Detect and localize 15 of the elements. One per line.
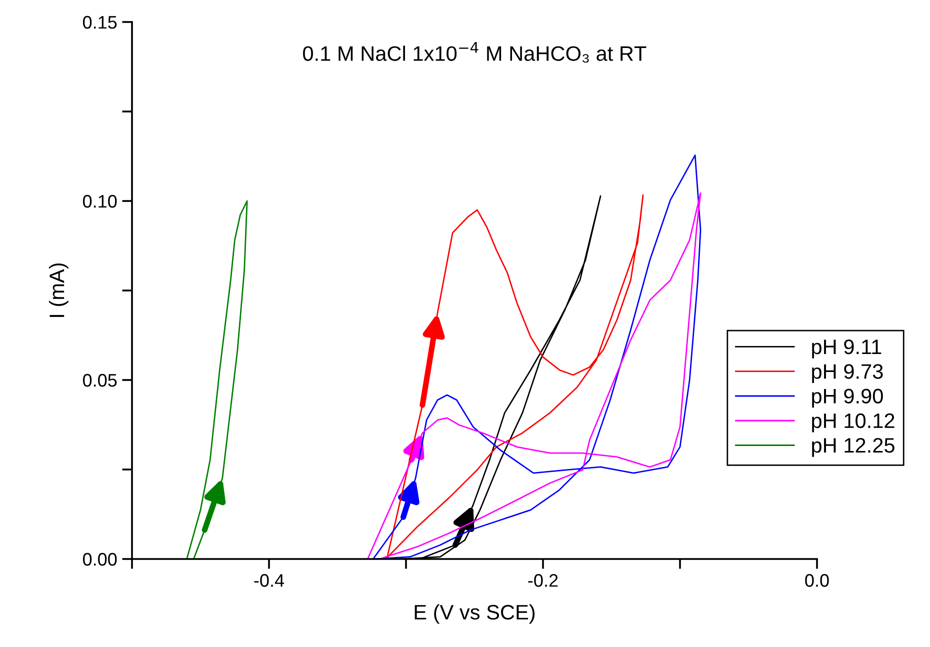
- legend-label: pH 9.11: [812, 339, 882, 358]
- y-tick-label: 0.10: [82, 194, 117, 208]
- x-tick-label: -0.4: [254, 574, 284, 587]
- legend-label: pH 9.73: [812, 364, 883, 383]
- x-tick-label: -0.2: [528, 574, 558, 587]
- x-tick-label: 0.0: [805, 574, 829, 587]
- legend-label: pH 9.90: [812, 388, 883, 408]
- text: 0.1 M NaCl 1x10$^{−4}$ M NaHCO₃ at RT: [303, 42, 646, 63]
- legend-label: pH 10.12: [812, 413, 894, 432]
- y-axis-title: I (mA): [48, 263, 68, 317]
- y-tick-label: 0.00: [82, 552, 117, 566]
- y-tick-label: 0.05: [82, 374, 117, 387]
- legend-label: pH 12.25: [812, 438, 894, 457]
- y-tick-label: 0.15: [82, 16, 117, 29]
- x-axis-title: E (V vs SCE): [414, 604, 535, 624]
